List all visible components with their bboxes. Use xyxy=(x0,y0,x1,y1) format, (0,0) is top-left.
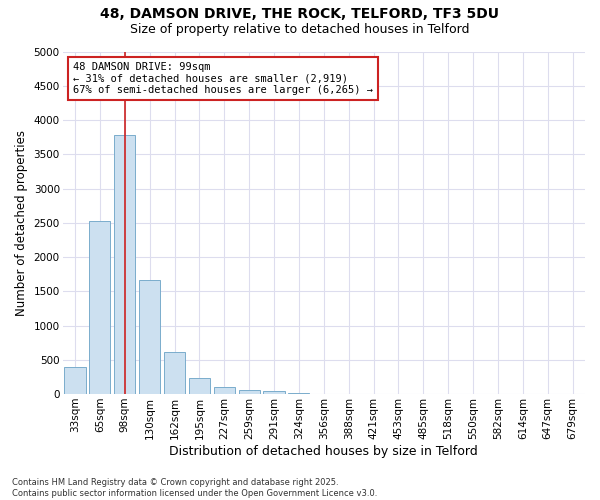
Bar xyxy=(89,220,110,394)
Bar xyxy=(64,368,86,394)
Text: 48 DAMSON DRIVE: 99sqm
← 31% of detached houses are smaller (2,919)
67% of semi-: 48 DAMSON DRIVE: 99sqm ← 31% of detached… xyxy=(73,62,373,95)
Bar xyxy=(164,352,185,394)
Bar xyxy=(189,378,210,394)
Text: Contains HM Land Registry data © Crown copyright and database right 2025.
Contai: Contains HM Land Registry data © Crown c… xyxy=(12,478,377,498)
Bar xyxy=(239,390,260,394)
Bar xyxy=(289,392,310,394)
Text: 48, DAMSON DRIVE, THE ROCK, TELFORD, TF3 5DU: 48, DAMSON DRIVE, THE ROCK, TELFORD, TF3… xyxy=(101,8,499,22)
Bar xyxy=(263,392,284,394)
Bar xyxy=(114,135,136,394)
Y-axis label: Number of detached properties: Number of detached properties xyxy=(15,130,28,316)
X-axis label: Distribution of detached houses by size in Telford: Distribution of detached houses by size … xyxy=(169,444,478,458)
Text: Size of property relative to detached houses in Telford: Size of property relative to detached ho… xyxy=(130,22,470,36)
Bar xyxy=(139,280,160,394)
Bar xyxy=(214,386,235,394)
